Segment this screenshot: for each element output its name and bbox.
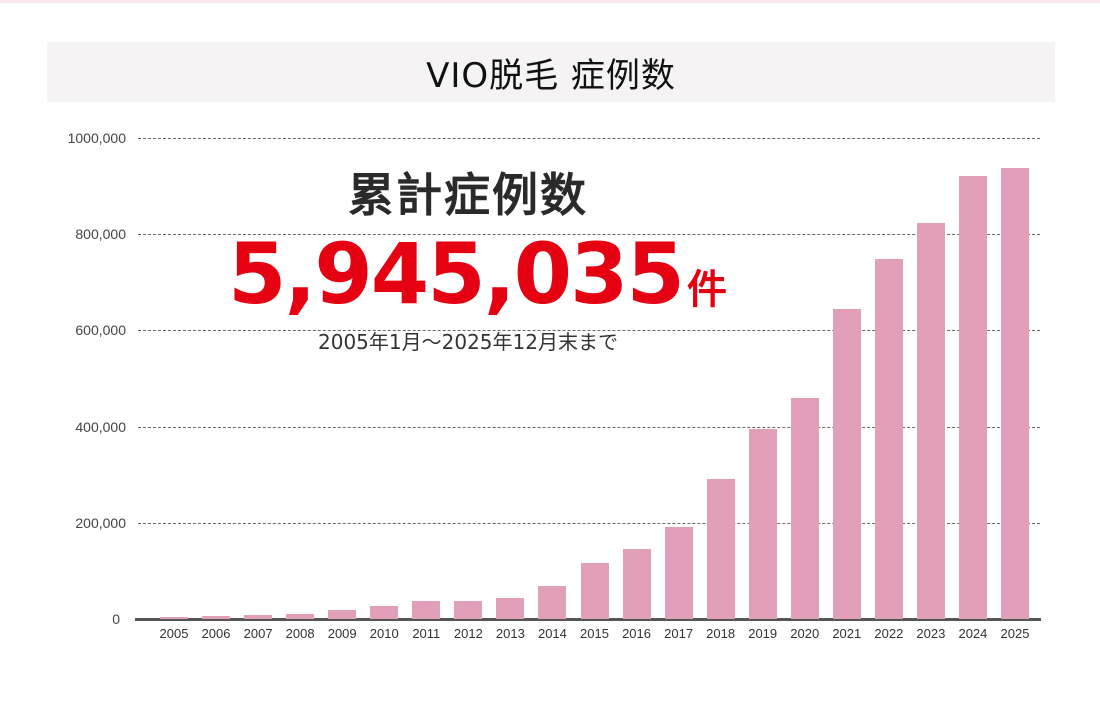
chart-title: VIO脱毛 症例数 — [426, 55, 676, 96]
x-tick-label: 2017 — [664, 626, 694, 641]
x-tick-label: 2021 — [832, 626, 862, 641]
gridline — [138, 234, 1040, 236]
bar-2025 — [1001, 168, 1029, 619]
x-tick-label: 2019 — [748, 626, 778, 641]
x-axis-baseline — [135, 618, 1041, 621]
x-tick-label: 2014 — [537, 626, 567, 641]
bar-2006 — [202, 616, 231, 619]
x-tick-label: 2011 — [412, 626, 441, 641]
total-number: 5,945,035 — [228, 225, 685, 323]
top-accent-strip — [0, 0, 1100, 3]
x-tick-label: 2013 — [495, 626, 525, 641]
gridline — [138, 330, 1040, 332]
x-tick-label: 2012 — [453, 626, 483, 641]
y-tick-label: 800,000 — [75, 226, 126, 243]
gridline — [138, 426, 1040, 428]
bar-2009 — [328, 609, 357, 619]
x-tick-label: 2007 — [243, 626, 273, 641]
chart-title-bar: VIO脱毛 症例数 — [47, 42, 1055, 102]
x-tick-label: 2023 — [916, 626, 946, 641]
x-tick-label: 2025 — [1000, 626, 1030, 641]
bar-2015 — [580, 562, 609, 619]
x-tick-label: 2015 — [580, 626, 609, 641]
x-tick-label: 2005 — [159, 626, 189, 641]
x-tick-label: 2022 — [874, 626, 904, 641]
bar-2013 — [496, 597, 525, 619]
bar-2010 — [370, 605, 399, 619]
x-tick-label: 2020 — [790, 626, 820, 641]
period-note: 2005年1月～2025年12月末まで — [318, 330, 618, 354]
bar-2007 — [244, 614, 273, 619]
bar-2014 — [538, 585, 567, 619]
y-tick-label: 600,000 — [75, 322, 126, 339]
x-tick-label: 2010 — [369, 626, 399, 641]
bar-2011 — [412, 600, 441, 619]
bar-2019 — [748, 429, 777, 619]
bar-2008 — [286, 613, 315, 619]
x-tick-label: 2006 — [201, 626, 231, 641]
bar-2012 — [454, 600, 483, 619]
x-tick-label: 2018 — [706, 626, 736, 641]
bar-2017 — [664, 527, 693, 619]
bar-2018 — [706, 479, 735, 619]
bar-2022 — [874, 258, 903, 619]
x-tick-label: 2024 — [958, 626, 988, 641]
y-tick-label: 1000,000 — [67, 130, 126, 146]
y-tick-label: 200,000 — [75, 514, 126, 531]
gridline — [138, 138, 1040, 139]
bar-2024 — [958, 176, 987, 619]
x-tick-label: 2009 — [327, 626, 357, 641]
bar-2021 — [832, 308, 861, 619]
cumulative-total: 5,945,035 件 — [228, 232, 727, 316]
bar-2020 — [790, 397, 819, 619]
cumulative-label: 累計症例数 — [348, 168, 588, 222]
x-tick-label: 2008 — [285, 626, 315, 641]
bar-2023 — [916, 222, 945, 619]
gridline — [138, 522, 1040, 524]
y-tick-label: 400,000 — [75, 418, 126, 435]
bar-2016 — [622, 548, 651, 619]
cumulative-total-overlay: 累計症例数 5,945,035 件 2005年1月～2025年12月末まで — [228, 168, 727, 355]
total-unit: 件 — [686, 267, 727, 313]
x-tick-label: 2016 — [622, 626, 651, 641]
bar-2005 — [160, 617, 188, 619]
y-tick-label: 0 — [112, 611, 120, 627]
